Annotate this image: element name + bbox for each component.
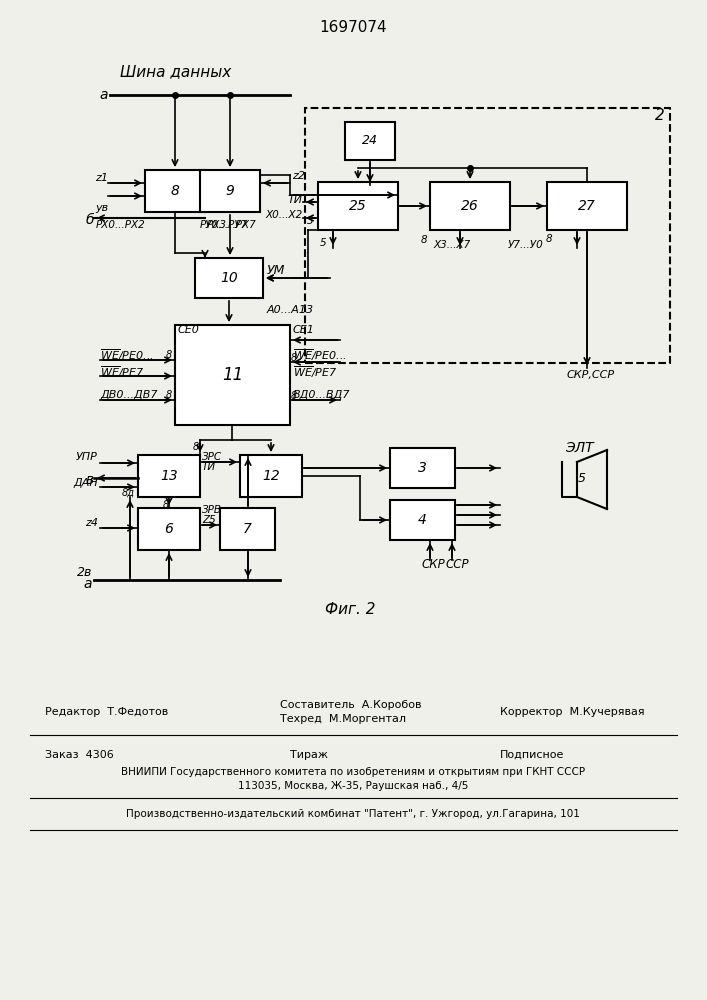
Text: 3: 3 <box>418 461 427 475</box>
Text: 8: 8 <box>291 353 297 363</box>
Text: РХ3...РХ7: РХ3...РХ7 <box>207 220 257 230</box>
Text: 5: 5 <box>578 473 586 486</box>
Text: СКР: СКР <box>421 558 445 572</box>
Text: Корректор  М.Кучерявая: Корректор М.Кучерявая <box>500 707 645 717</box>
Text: 2в: 2в <box>76 566 92 580</box>
Text: 12: 12 <box>262 469 280 483</box>
Text: СКР,ССР: СКР,ССР <box>567 370 615 380</box>
Text: 4: 4 <box>418 513 427 527</box>
Text: ЗРС: ЗРС <box>202 452 222 462</box>
Text: 27: 27 <box>578 199 596 213</box>
Text: Техред  М.Моргентал: Техред М.Моргентал <box>280 714 406 724</box>
Bar <box>138 508 200 550</box>
Text: в: в <box>86 473 94 487</box>
Text: а: а <box>83 577 92 591</box>
Text: 8д: 8д <box>122 488 135 498</box>
Text: 8: 8 <box>165 390 172 400</box>
Text: 7: 7 <box>243 522 252 536</box>
Text: СЕ0: СЕ0 <box>178 325 200 335</box>
Text: z1: z1 <box>95 173 108 183</box>
Text: А0...А13: А0...А13 <box>267 305 314 315</box>
Text: 8: 8 <box>193 442 199 452</box>
Bar <box>175 325 290 425</box>
Text: ЭЛТ: ЭЛТ <box>565 441 594 455</box>
Bar <box>390 448 455 488</box>
Bar <box>430 182 510 230</box>
Text: Подписное: Подписное <box>500 750 564 760</box>
Text: ТИ: ТИ <box>202 462 216 472</box>
Text: $\overline{WE}$/РЕ7: $\overline{WE}$/РЕ7 <box>100 364 144 380</box>
Text: Х3...Х7: Х3...Х7 <box>433 240 470 250</box>
Bar <box>305 108 670 363</box>
Text: Х0...Х2: Х0...Х2 <box>266 210 303 220</box>
Text: 9: 9 <box>226 184 235 198</box>
Text: СЕ1: СЕ1 <box>293 325 315 335</box>
Bar <box>200 170 260 212</box>
Text: ув: ув <box>95 203 108 213</box>
Text: z2: z2 <box>292 171 305 181</box>
Bar <box>547 182 627 230</box>
Text: ТИ: ТИ <box>288 195 303 205</box>
Text: Заказ  4306: Заказ 4306 <box>45 750 114 760</box>
Bar <box>220 508 275 550</box>
Text: $\overline{WE}$/РЕ7: $\overline{WE}$/РЕ7 <box>293 364 337 380</box>
Text: 1697074: 1697074 <box>319 20 387 35</box>
Text: ДАН: ДАН <box>74 478 98 488</box>
Text: 8: 8 <box>163 500 169 510</box>
Bar <box>345 122 395 160</box>
Text: 8: 8 <box>546 234 553 244</box>
Text: У7...У0: У7...У0 <box>508 240 544 250</box>
Bar <box>138 455 200 497</box>
Text: 8: 8 <box>421 235 427 245</box>
Bar <box>318 182 398 230</box>
Text: 3: 3 <box>308 216 314 226</box>
Text: 8: 8 <box>165 350 172 360</box>
Text: 13: 13 <box>160 469 178 483</box>
Text: 2: 2 <box>655 108 665 123</box>
Text: РУ0...РУ7: РУ0...РУ7 <box>200 220 248 230</box>
Text: ВНИИПИ Государственного комитета по изобретениям и открытиям при ГКНТ СССР: ВНИИПИ Государственного комитета по изоб… <box>121 767 585 777</box>
Text: 6: 6 <box>165 522 173 536</box>
Text: 8: 8 <box>291 391 297 401</box>
Text: 25: 25 <box>349 199 367 213</box>
Bar <box>195 258 263 298</box>
Text: $\overline{WE}$/РЕ0...: $\overline{WE}$/РЕ0... <box>100 347 153 363</box>
Text: б: б <box>86 213 94 227</box>
Text: УМ: УМ <box>267 264 286 277</box>
Text: ДВ0...ДВ7: ДВ0...ДВ7 <box>100 390 158 400</box>
Text: Фиг. 2: Фиг. 2 <box>325 602 375 617</box>
Text: Редактор  Т.Федотов: Редактор Т.Федотов <box>45 707 168 717</box>
Text: РХ0...РХ2: РХ0...РХ2 <box>96 220 146 230</box>
Bar <box>240 455 302 497</box>
Text: ВД0...ВД7: ВД0...ВД7 <box>293 390 351 400</box>
Text: 11: 11 <box>222 366 243 384</box>
Text: ССР: ССР <box>445 558 469 572</box>
Text: УПР: УПР <box>76 452 98 462</box>
Text: Составитель  А.Коробов: Составитель А.Коробов <box>280 700 421 710</box>
Text: 10: 10 <box>220 271 238 285</box>
Text: Тираж: Тираж <box>290 750 328 760</box>
Text: 5: 5 <box>320 238 327 248</box>
Text: а: а <box>100 88 108 102</box>
Text: ЗРВ: ЗРВ <box>202 505 222 515</box>
Text: $\overline{WE}$/РЕ0...: $\overline{WE}$/РЕ0... <box>293 347 346 363</box>
Text: Z5: Z5 <box>202 515 216 525</box>
Text: z4: z4 <box>85 518 98 528</box>
Text: 24: 24 <box>362 134 378 147</box>
Text: 113035, Москва, Ж-35, Раушская наб., 4/5: 113035, Москва, Ж-35, Раушская наб., 4/5 <box>238 781 468 791</box>
Bar <box>145 170 205 212</box>
Text: Производственно-издательский комбинат "Патент", г. Ужгород, ул.Гагарина, 101: Производственно-издательский комбинат "П… <box>126 809 580 819</box>
Text: 26: 26 <box>461 199 479 213</box>
Text: 8: 8 <box>170 184 180 198</box>
Bar <box>390 500 455 540</box>
Text: Шина данных: Шина данных <box>120 64 231 80</box>
